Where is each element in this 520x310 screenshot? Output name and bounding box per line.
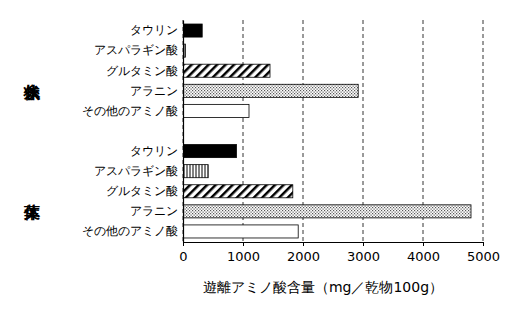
- x-tick-label: 3000: [347, 249, 380, 264]
- bar: [183, 104, 249, 117]
- y-tick-label: タウリン: [130, 23, 178, 37]
- y-tick: その他のアミノ酸: [82, 104, 183, 118]
- grid-line: [483, 20, 484, 242]
- bar: [183, 145, 236, 158]
- x-tick: 2000: [287, 242, 320, 264]
- y-tick: タウリン: [130, 144, 183, 158]
- y-tick: アスパラギン酸: [94, 43, 183, 57]
- y-tick-label: グルタミン酸: [106, 184, 178, 198]
- x-tick-label: 2000: [287, 249, 320, 264]
- x-tick: 0: [179, 242, 187, 264]
- x-tick-label: 1000: [227, 249, 260, 264]
- y-tick-label: アラニン: [130, 204, 178, 218]
- x-tick-mark: [483, 242, 484, 246]
- bars: [183, 24, 471, 238]
- y-tick: その他のアミノ酸: [82, 224, 183, 238]
- y-tick-label: アスパラギン酸: [94, 43, 178, 57]
- x-tick: 3000: [347, 242, 380, 264]
- bar: [183, 225, 298, 238]
- y-tick: タウリン: [130, 23, 183, 37]
- y-tick-label: その他のアミノ酸: [82, 224, 178, 238]
- chart: 010002000300040005000タウリンアスパラギン酸グルタミン酸アラ…: [0, 0, 520, 310]
- y-axis: タウリンアスパラギン酸グルタミン酸アラニンその他のアミノ酸タウリンアスパラギン酸…: [82, 21, 184, 243]
- y-axis-line: [183, 21, 184, 243]
- x-tick-mark: [183, 242, 184, 246]
- y-tick-label: アラニン: [130, 84, 178, 98]
- bar: [183, 84, 358, 97]
- bar: [183, 185, 293, 198]
- x-axis-title: 遊離アミノ酸含量（mg／乾物100g）: [203, 279, 443, 295]
- y-tick: アラニン: [130, 204, 183, 218]
- x-tick-mark: [363, 242, 364, 246]
- grid: [183, 20, 483, 242]
- x-tick-label: 0: [179, 249, 187, 264]
- y-tick-label: その他のアミノ酸: [82, 104, 178, 118]
- x-tick: 4000: [407, 242, 440, 264]
- bar: [183, 64, 270, 77]
- y-tick-label: アスパラギン酸: [94, 164, 178, 178]
- grid-line: [183, 20, 184, 242]
- x-tick-mark: [243, 242, 244, 246]
- bar: [183, 205, 471, 218]
- y-tick: グルタミン酸: [106, 184, 183, 198]
- x-tick: 1000: [227, 242, 260, 264]
- x-tick: 5000: [467, 242, 500, 264]
- group-label: 糸状体: [23, 84, 41, 101]
- y-tick-label: タウリン: [130, 144, 178, 158]
- x-axis-line: [184, 242, 484, 243]
- y-tick: グルタミン酸: [106, 64, 183, 78]
- x-tick-mark: [423, 242, 424, 246]
- x-tick-label: 4000: [407, 249, 440, 264]
- y-tick-label: グルタミン酸: [106, 64, 178, 78]
- y-tick: アラニン: [130, 84, 183, 98]
- x-axis: 0 1000 2000 3000 4000 5000: [179, 242, 500, 264]
- x-tick-label: 5000: [467, 249, 500, 264]
- bar: [183, 24, 202, 37]
- y-tick: アスパラギン酸: [94, 164, 183, 178]
- group-label: 葉体: [23, 204, 41, 221]
- x-tick-mark: [303, 242, 304, 246]
- bar: [183, 165, 208, 178]
